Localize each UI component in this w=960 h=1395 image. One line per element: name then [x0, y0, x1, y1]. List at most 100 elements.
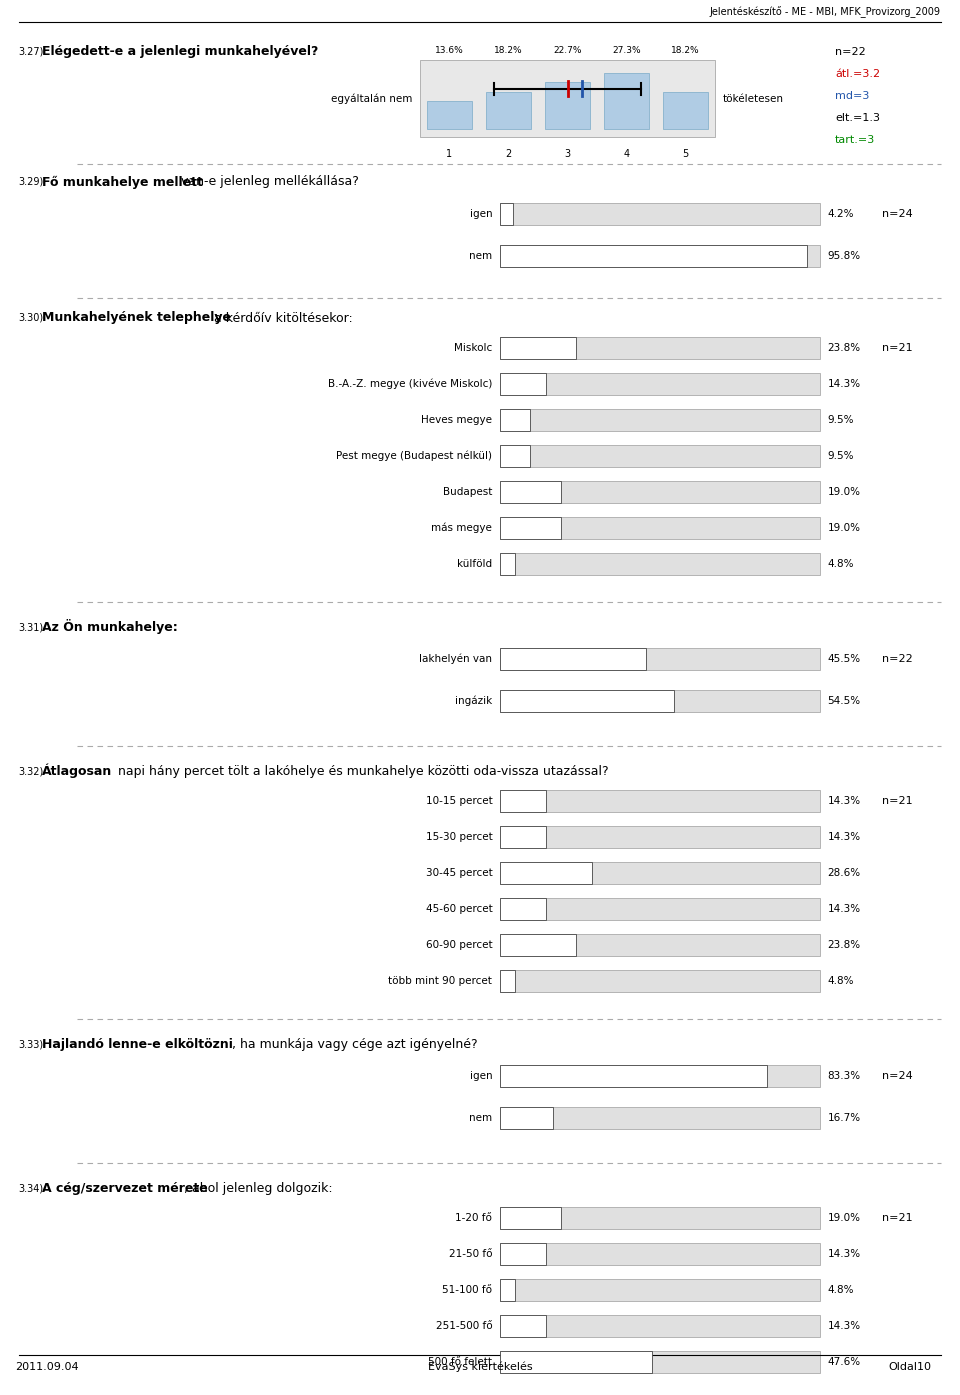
Bar [500, 552, 820, 575]
Text: 22.7%: 22.7% [553, 46, 582, 54]
Text: átl.=3.2: átl.=3.2 [835, 68, 880, 80]
Bar [500, 790, 545, 812]
Text: 15-30 percet: 15-30 percet [425, 831, 492, 843]
Text: 4.8%: 4.8% [828, 559, 854, 569]
Text: 28.6%: 28.6% [828, 868, 861, 877]
Text: 19.0%: 19.0% [828, 523, 861, 533]
Text: 45.5%: 45.5% [828, 654, 861, 664]
Text: tart.=3: tart.=3 [835, 135, 876, 145]
Text: 14.3%: 14.3% [828, 1249, 861, 1260]
Text: Átlagosan: Átlagosan [42, 763, 112, 778]
Bar [500, 970, 516, 992]
Text: Budapest: Budapest [443, 487, 492, 497]
Text: 16.7%: 16.7% [828, 1113, 861, 1123]
Bar [500, 1064, 820, 1087]
Text: Hajlandó lenne-e elköltözni: Hajlandó lenne-e elköltözni [42, 1038, 233, 1050]
Text: Miskolc: Miskolc [454, 343, 492, 353]
Text: igen: igen [469, 1071, 492, 1081]
Text: 3.29): 3.29) [18, 177, 43, 187]
Bar [500, 481, 820, 504]
Bar [500, 1108, 820, 1129]
Bar [427, 100, 471, 128]
Text: 45-60 percet: 45-60 percet [425, 904, 492, 914]
Bar [500, 1243, 820, 1265]
Bar [500, 862, 820, 884]
Text: 2: 2 [505, 149, 512, 159]
Text: n=22: n=22 [835, 47, 866, 57]
Bar [500, 1279, 516, 1302]
Text: A cég/szervezet mérete: A cég/szervezet mérete [42, 1182, 207, 1194]
Bar [500, 1108, 553, 1129]
Text: , ha munkája vagy cége azt igényelné?: , ha munkája vagy cége azt igényelné? [232, 1038, 478, 1050]
Text: 3.27): 3.27) [18, 47, 43, 57]
Bar [500, 372, 820, 395]
Text: a kérdőív kitöltésekor:: a kérdőív kitöltésekor: [210, 311, 352, 325]
Text: 3: 3 [564, 149, 570, 159]
Text: 3.30): 3.30) [18, 312, 43, 324]
Bar [500, 552, 516, 575]
Bar [500, 790, 820, 812]
Text: 14.3%: 14.3% [828, 831, 861, 843]
Text: nem: nem [469, 251, 492, 261]
Bar [500, 691, 820, 711]
Text: elt.=1.3: elt.=1.3 [835, 113, 880, 123]
Text: 3.33): 3.33) [18, 1039, 43, 1049]
Bar [500, 826, 820, 848]
Bar [500, 649, 646, 670]
Bar [500, 935, 576, 956]
Text: 500 fő felett: 500 fő felett [428, 1357, 492, 1367]
Text: Fő munkahelye mellett: Fő munkahelye mellett [42, 176, 203, 188]
Text: 54.5%: 54.5% [828, 696, 861, 706]
Text: van-e jelenleg mellékállása?: van-e jelenleg mellékállása? [177, 176, 359, 188]
Text: 47.6%: 47.6% [828, 1357, 861, 1367]
Bar [500, 518, 561, 538]
Text: B.-A.-Z. megye (kivéve Miskolc): B.-A.-Z. megye (kivéve Miskolc) [328, 379, 492, 389]
Text: igen: igen [469, 209, 492, 219]
Bar [500, 409, 530, 431]
Text: 1: 1 [446, 149, 452, 159]
Text: 4.2%: 4.2% [828, 209, 854, 219]
Text: Az Ön munkahelye:: Az Ön munkahelye: [42, 619, 178, 635]
Text: 19.0%: 19.0% [828, 1214, 861, 1223]
Bar [500, 481, 561, 504]
Bar [500, 246, 820, 266]
Bar [500, 1279, 820, 1302]
Text: 2011.09.04: 2011.09.04 [15, 1362, 79, 1373]
Text: ingázik: ingázik [455, 696, 492, 706]
Text: n=21: n=21 [882, 797, 913, 806]
Text: 51-100 fő: 51-100 fő [443, 1285, 492, 1295]
Bar [500, 826, 545, 848]
Text: Elégedett-e a jelenlegi munkahelyével?: Elégedett-e a jelenlegi munkahelyével? [42, 46, 319, 59]
Bar [500, 970, 820, 992]
Bar [500, 445, 820, 467]
Text: n=24: n=24 [882, 1071, 913, 1081]
Text: 13.6%: 13.6% [435, 46, 464, 54]
Text: 1-20 fő: 1-20 fő [455, 1214, 492, 1223]
Text: 60-90 percet: 60-90 percet [425, 940, 492, 950]
Text: 5: 5 [683, 149, 688, 159]
Text: 14.3%: 14.3% [828, 797, 861, 806]
Text: nem: nem [469, 1113, 492, 1123]
Bar [500, 898, 820, 919]
Bar [500, 1064, 766, 1087]
Bar [500, 338, 576, 359]
Bar [500, 445, 530, 467]
Text: Oldal10: Oldal10 [888, 1362, 931, 1373]
Text: Munkahelyének telephelye: Munkahelyének telephelye [42, 311, 231, 325]
Bar [500, 649, 820, 670]
Text: 3.31): 3.31) [18, 622, 43, 632]
Bar [605, 73, 649, 128]
Text: n=21: n=21 [882, 343, 913, 353]
Text: EvaSys kiértékelés: EvaSys kiértékelés [428, 1362, 532, 1373]
Text: n=22: n=22 [882, 654, 913, 664]
Text: napi hány percet tölt a lakóhelye és munkahelye közötti oda-vissza utazással?: napi hány percet tölt a lakóhelye és mun… [114, 764, 609, 777]
Text: Jelentéskészítő - ME - MBI, MFK_Provizorg_2009: Jelentéskészítő - ME - MBI, MFK_Provizor… [709, 6, 941, 18]
Text: 4.8%: 4.8% [828, 1285, 854, 1295]
Bar [500, 691, 675, 711]
Text: 27.3%: 27.3% [612, 46, 641, 54]
Bar [500, 898, 545, 919]
Bar [500, 1243, 545, 1265]
Text: 251-500 fő: 251-500 fő [436, 1321, 492, 1331]
Text: 95.8%: 95.8% [828, 251, 861, 261]
Text: 9.5%: 9.5% [828, 414, 854, 425]
